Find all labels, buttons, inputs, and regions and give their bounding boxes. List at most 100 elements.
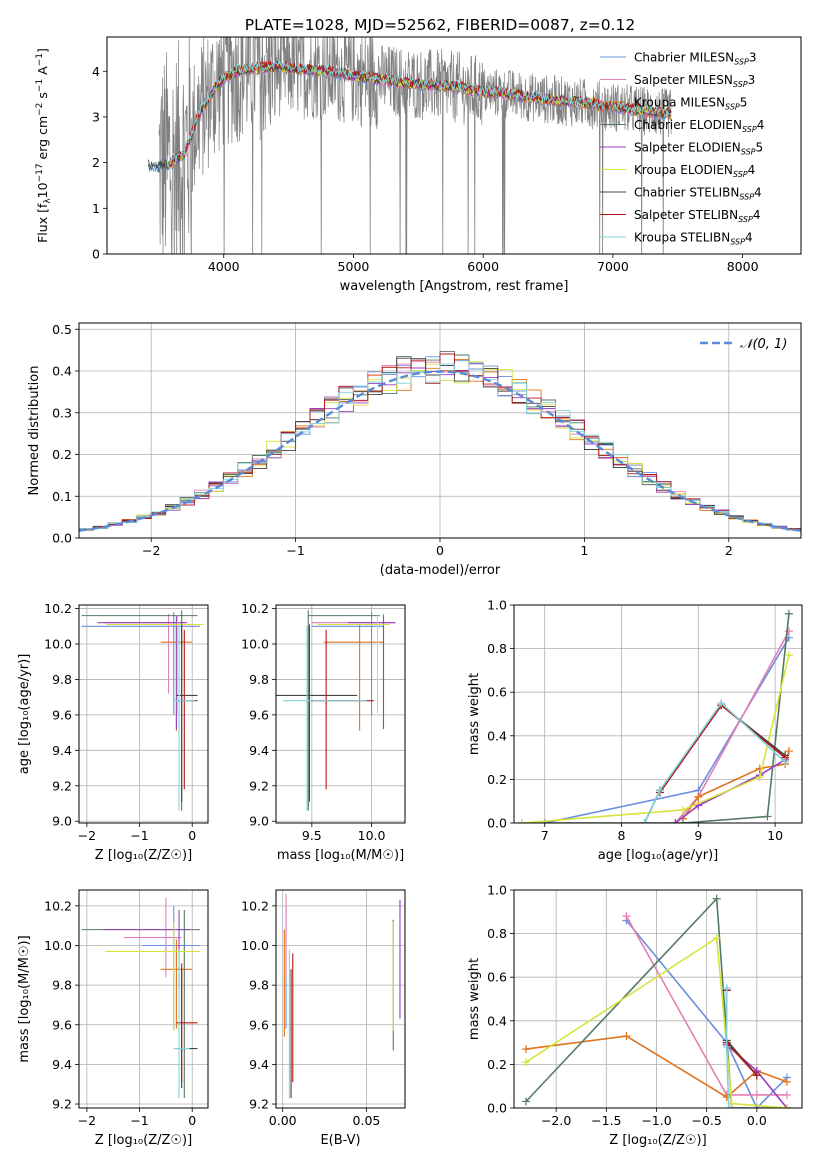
legend-nssp: 4 — [753, 208, 761, 222]
y-tick-label: 0.8 — [487, 926, 507, 941]
x-tick-label: 0 — [436, 543, 444, 558]
x-tick-label: 9 — [694, 828, 702, 843]
x-tick-label: 8 — [618, 828, 626, 843]
y-tick-label: 9.2 — [52, 778, 72, 793]
axes-frame — [275, 889, 406, 1109]
x-tick-label: 1 — [580, 543, 588, 558]
y-label-part: −17 — [35, 163, 45, 182]
y-tick-label: 10.0 — [241, 636, 269, 651]
series-point — [522, 1097, 531, 1106]
y-tick-label: 0.0 — [52, 531, 72, 546]
x-tick-label: −1.5 — [591, 1113, 621, 1128]
y-tick-label: 0.1 — [52, 489, 72, 504]
panel-age-vs-Z: −2 −1 0 9.0 9.2 9.4 9.6 9.8 10.0 10.2 Z [log₁₀(Z/Z… — [17, 601, 209, 863]
x-tick-label: 4000 — [208, 259, 240, 274]
y-tick-label: 0.0 — [487, 1101, 507, 1116]
x-tick-label: 8000 — [727, 259, 759, 274]
y-tick-label: 0.4 — [52, 364, 72, 379]
errorbar-salpeter-stelib — [176, 963, 198, 1083]
x-axis-label: Z [log₁₀(Z/Z☉)] — [95, 1133, 192, 1148]
series-point — [640, 819, 649, 823]
axes-frame — [78, 604, 209, 824]
panel-spectrum: 4000 5000 6000 7000 8000 0 1 2 3 4 wavelength [Ang… — [35, 36, 802, 294]
x-tick-label: 10.0 — [358, 828, 386, 843]
axes-frame — [78, 322, 802, 539]
axes-frame — [275, 604, 406, 824]
x-axis-label: mass [log₁₀(M/M☉)] — [277, 848, 404, 863]
y-tick-label: 0.6 — [487, 970, 507, 985]
series-point — [784, 747, 793, 756]
errorbar-salpeter-elodie — [97, 615, 187, 730]
series-point — [522, 1045, 531, 1054]
y-tick-label: 1.0 — [487, 598, 507, 613]
y-tick-label: 9.6 — [52, 707, 72, 722]
series-kroupa-elodie — [522, 933, 791, 1108]
legend-entry: Kroupa STELIBNSSP4 — [634, 231, 753, 247]
panel-residuals: −2 −1 0 1 2 0.0 0.1 0.2 0.3 0.4 0.5 (data-model)/er… — [27, 322, 802, 578]
x-tick-label: 0.0 — [747, 1113, 767, 1128]
errorbar-kroupa-elodie — [105, 921, 201, 1031]
y-tick-label: 10.2 — [44, 601, 72, 616]
y-tick-label: 10.0 — [44, 938, 72, 953]
series-line — [625, 915, 787, 1096]
series-kroupa-stelib — [640, 699, 790, 823]
legend-nssp: 5 — [740, 96, 748, 110]
errorbar-kroupa-stelib — [283, 626, 367, 811]
legend-model-name: Kroupa MILES — [634, 96, 716, 110]
series-point — [781, 757, 790, 766]
x-axis-label: wavelength [Angstrom, rest frame] — [340, 279, 569, 294]
legend-model-name: Chabrier STELIB — [634, 186, 730, 200]
y-tick-label: 9.8 — [52, 978, 72, 993]
x-tick-label: −2 — [142, 543, 160, 558]
series-point — [782, 1090, 791, 1099]
series-point — [784, 609, 793, 618]
x-tick-label: −2 — [78, 1113, 96, 1128]
y-tick-label: 1.0 — [487, 883, 507, 898]
legend-nssp: 4 — [745, 231, 753, 245]
legend-entry: Chabrier MILESNSSP3 — [634, 51, 756, 67]
series-line — [521, 654, 790, 823]
y-tick-label: 0.3 — [52, 405, 72, 420]
y-label-part: A — [35, 66, 50, 79]
model-spectrum-kroupa-stelib — [166, 59, 672, 168]
x-axis-label: age [log₁₀(age/yr)] — [598, 848, 719, 863]
series-point — [517, 819, 526, 823]
y-axis-label: mass weight — [467, 958, 482, 1040]
legend-model-name: Chabrier MILES — [634, 51, 725, 65]
legend-nssp: 4 — [757, 118, 765, 132]
legend-model-name: Salpeter ELODIE — [634, 141, 732, 155]
errorbar-kroupa-miles — [323, 624, 384, 731]
y-label-part: −1 — [35, 79, 45, 92]
x-tick-label: −2.0 — [541, 1113, 571, 1128]
errorbar-kroupa-stelib — [173, 626, 195, 811]
y-tick-label: 1 — [92, 201, 100, 216]
y-tick-label: 9.0 — [52, 814, 72, 829]
x-tick-label: −1 — [130, 828, 148, 843]
y-tick-label: 2 — [92, 155, 100, 170]
y-tick-label: 4 — [92, 64, 100, 79]
errorbar-chabrier-stelib — [276, 624, 358, 802]
figure-title: PLATE=1028, MJD=52562, FIBERID=0087, z=0… — [245, 16, 635, 34]
series-point — [782, 1104, 791, 1108]
series-point — [722, 1093, 731, 1102]
legend-model-name: Kroupa ELODIE — [634, 163, 724, 177]
legend-n: N — [724, 163, 733, 177]
y-tick-label: 9.6 — [249, 1017, 269, 1032]
series-point — [722, 984, 731, 993]
legend-entry: Chabrier STELIBNSSP4 — [634, 186, 762, 202]
series-point — [678, 819, 687, 823]
x-tick-label: 0.00 — [269, 1113, 297, 1128]
legend-n: N — [732, 141, 741, 155]
legend-n: N — [721, 231, 730, 245]
series-point — [784, 651, 793, 660]
series-kroupa-elodie — [517, 651, 793, 823]
legend-nssp: 4 — [748, 163, 756, 177]
x-tick-label: −1 — [130, 1113, 148, 1128]
y-tick-label: 0 — [92, 247, 100, 262]
series-line — [625, 919, 788, 1108]
y-label-part: λ — [43, 198, 53, 204]
y-tick-label: 0.2 — [52, 447, 72, 462]
gaussian-curve — [78, 370, 802, 532]
